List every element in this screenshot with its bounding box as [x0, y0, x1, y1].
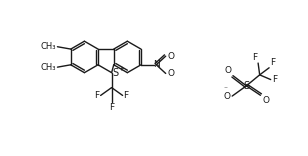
Text: CH₃: CH₃	[41, 42, 56, 51]
Text: CH₃: CH₃	[41, 63, 56, 72]
Text: F: F	[109, 103, 114, 112]
Text: +: +	[118, 66, 124, 72]
Text: O: O	[224, 66, 231, 75]
Text: ⁻: ⁻	[223, 84, 227, 93]
Text: O: O	[168, 69, 175, 78]
Text: O: O	[223, 92, 230, 101]
Text: O: O	[168, 52, 175, 61]
Text: S: S	[113, 68, 119, 78]
Text: F: F	[270, 58, 275, 67]
Text: N: N	[153, 60, 160, 69]
Text: O: O	[262, 96, 270, 105]
Text: F: F	[272, 75, 277, 84]
Text: F: F	[252, 53, 257, 62]
Text: S: S	[243, 81, 249, 91]
Text: F: F	[95, 91, 100, 100]
Text: F: F	[124, 91, 129, 100]
